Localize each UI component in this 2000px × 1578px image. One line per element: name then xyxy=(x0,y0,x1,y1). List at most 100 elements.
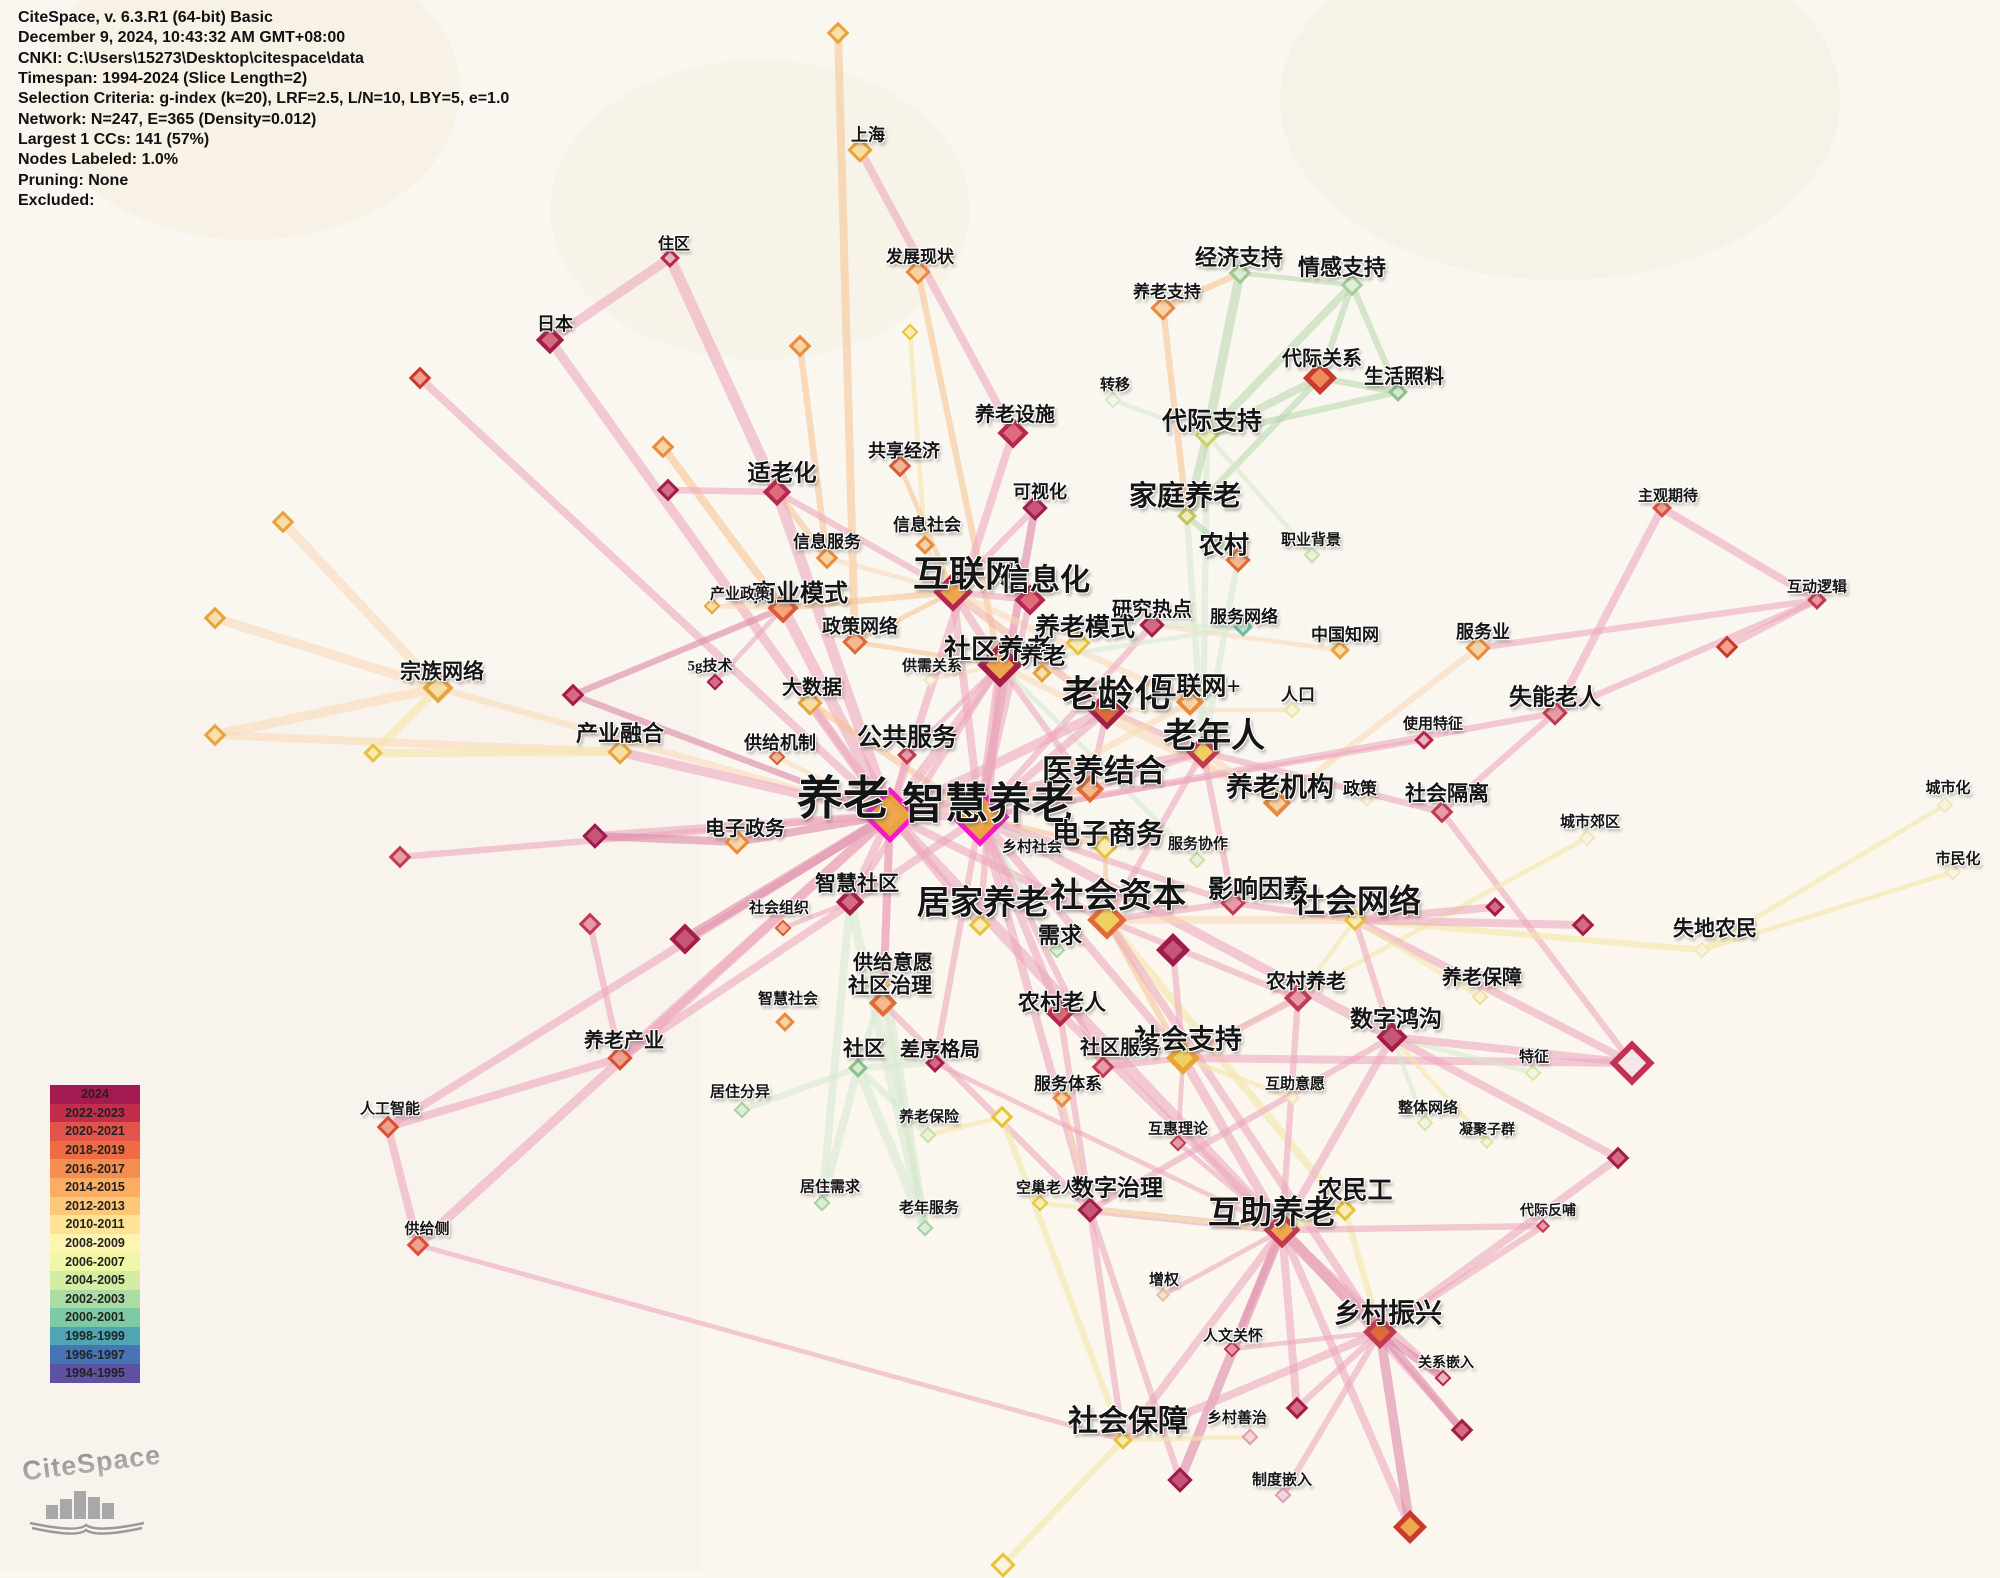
graph-edge xyxy=(949,588,1111,714)
graph-edge xyxy=(1103,899,1237,924)
graph-edge xyxy=(1202,268,1245,440)
citespace-logo: CiteSpace xyxy=(21,1440,172,1544)
graph-edge xyxy=(1279,1328,1384,1499)
node-label-养老: 养老 xyxy=(1020,643,1066,669)
graph-edge xyxy=(1388,1033,1636,1067)
graph-edge xyxy=(976,813,1107,1071)
node-label-养老模式: 养老模式 xyxy=(1034,614,1136,642)
graph-edge xyxy=(818,1064,862,1207)
graph-edge xyxy=(1293,1328,1384,1412)
summary-line: Excluded: xyxy=(18,191,95,209)
summary-line: December 9, 2024, 10:43:32 AM GMT+08:00 xyxy=(18,29,346,47)
node-label-社区: 社区 xyxy=(843,1036,885,1061)
graph-edge xyxy=(1179,1054,1636,1067)
graph-edge xyxy=(846,661,1004,906)
node-label-失地农民: 失地农民 xyxy=(1673,916,1757,941)
graph-edge xyxy=(879,999,929,1232)
node-label-上海: 上海 xyxy=(851,125,885,145)
node-label-差序格局: 差序格局 xyxy=(900,1039,980,1061)
node-label-人工智能: 人工智能 xyxy=(359,1101,421,1118)
graph-edge xyxy=(806,699,984,821)
graph-edge xyxy=(897,463,956,595)
legend-item-2018-2019: 2018-2019 xyxy=(50,1140,140,1160)
legend-item-1996-1997: 1996-1997 xyxy=(50,1345,140,1364)
legend-item-2004-2005: 2004-2005 xyxy=(50,1270,140,1290)
node-label-信息化: 信息化 xyxy=(1000,564,1090,597)
node-label-养老保险: 养老保险 xyxy=(898,1109,960,1126)
node-label-智慧社会: 智慧社会 xyxy=(757,991,819,1008)
legend-item-2010-2011: 2010-2011 xyxy=(50,1215,140,1234)
node-label-供给侧: 供给侧 xyxy=(404,1221,450,1238)
node-label-数字治理: 数字治理 xyxy=(1071,1175,1163,1201)
graph-edge xyxy=(976,621,1156,821)
graph-edge xyxy=(777,602,896,821)
graph-edge xyxy=(1438,709,1559,816)
graph-edge xyxy=(615,747,895,820)
summary-line: Pruning: None xyxy=(18,171,129,189)
graph-edge xyxy=(369,748,624,757)
node-label-信息服务: 信息服务 xyxy=(793,532,861,552)
summary-line: CNKI: C:\Users\15273\Desktop\citespace\d… xyxy=(18,49,364,67)
graph-edge xyxy=(1203,281,1356,439)
graph-edge xyxy=(1149,622,1343,653)
graph-edge xyxy=(1348,281,1402,396)
node-label-经济支持: 经济支持 xyxy=(1194,245,1284,270)
graph-edge xyxy=(1351,916,1587,929)
node-label-居住需求: 居住需求 xyxy=(799,1179,861,1196)
graph-edge xyxy=(1723,596,1821,651)
graph-edge xyxy=(1278,1222,1547,1234)
graph-edge xyxy=(738,1064,862,1114)
graph-edge xyxy=(1199,556,1242,756)
graph-edge xyxy=(210,683,443,740)
graph-edge xyxy=(834,29,859,646)
graph-edge xyxy=(1110,397,1210,438)
node-label-政策网络: 政策网络 xyxy=(821,616,899,638)
citespace-logo-icon xyxy=(29,1491,145,1535)
graph-edge xyxy=(659,443,787,612)
graph-edge xyxy=(1180,1055,1296,1101)
legend-item-2022-2023: 2022-2023 xyxy=(50,1103,140,1123)
legend-item-2006-2007: 2006-2007 xyxy=(50,1252,140,1271)
node-label-制度嵌入: 制度嵌入 xyxy=(1251,1472,1313,1489)
graph-edge xyxy=(1551,596,1821,717)
graph-edge xyxy=(1199,431,1211,756)
graph-edge xyxy=(1229,1329,1383,1352)
node-label-乡村振兴: 乡村振兴 xyxy=(1334,1298,1442,1329)
analysis-summary: CiteSpace, v. 6.3.R1 (64-bit) Basic Decem… xyxy=(18,8,509,211)
graph-edge xyxy=(680,810,895,944)
node-label-影响因素: 影响因素 xyxy=(1207,876,1309,904)
graph-edge xyxy=(1388,1033,1622,1162)
node-label-住区: 住区 xyxy=(657,236,691,253)
graph-edge xyxy=(1237,270,1355,288)
node-label-适老化: 适老化 xyxy=(747,460,817,486)
legend-item-1994-1995: 1994-1995 xyxy=(50,1363,140,1383)
graph-edge xyxy=(904,662,1003,758)
node-label-代际关系: 代际关系 xyxy=(1282,348,1362,370)
graph-edge xyxy=(384,1054,624,1131)
graph-edge xyxy=(854,1064,932,1139)
graph-edge xyxy=(1103,916,1349,1214)
graph-edge xyxy=(712,605,786,685)
graph-edge xyxy=(1295,917,1358,1001)
graph-edge xyxy=(1086,1206,1127,1444)
graph-edge xyxy=(1103,916,1302,1002)
node-label-增权: 增权 xyxy=(1148,1272,1180,1289)
node-label-日本: 日本 xyxy=(537,314,573,334)
node-label-社会资本: 社会资本 xyxy=(1050,878,1186,915)
node-label-社会隔离: 社会隔离 xyxy=(1405,781,1489,806)
graph-edge xyxy=(1474,596,1821,652)
graph-edge xyxy=(1351,916,1396,1041)
graph-edge xyxy=(1119,1328,1384,1444)
graph-edge xyxy=(852,639,1003,668)
summary-line: Network: N=247, E=365 (Density=0.012) xyxy=(18,110,317,128)
node-label-居家养老: 居家养老 xyxy=(917,885,1049,922)
node-label-家庭养老: 家庭养老 xyxy=(1128,481,1242,512)
summary-line: Largest 1 CCs: 141 (57%) xyxy=(18,130,210,148)
node-label-社区服务: 社区服务 xyxy=(1080,1037,1160,1059)
graph-edge xyxy=(1278,1226,1301,1412)
summary-line: Timespan: 1994-2024 (Slice Length=2) xyxy=(18,69,308,87)
graph-edge xyxy=(1120,1434,1253,1443)
node-label-转移: 转移 xyxy=(1099,377,1131,394)
